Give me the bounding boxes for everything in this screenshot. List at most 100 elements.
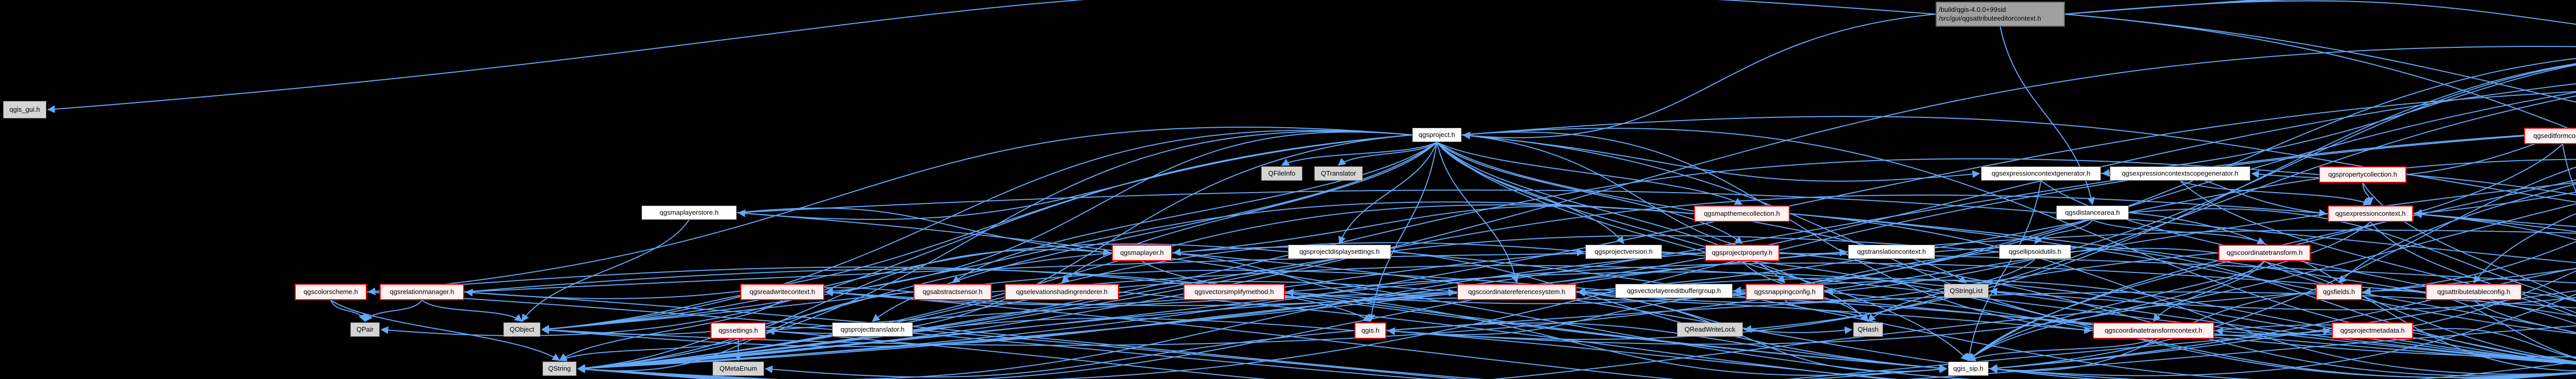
node-qgsellipsoidutils-h[interactable]: qgsellipsoidutils.h — [1999, 245, 2071, 259]
node-qgsrelationmanager-h[interactable]: qgsrelationmanager.h — [380, 284, 464, 300]
node-qgsprojectmetadata-h[interactable]: qgsprojectmetadata.h — [2332, 322, 2413, 339]
node-qfileinfo: QFileInfo — [1261, 166, 1302, 181]
include-edge — [1968, 261, 2265, 361]
include-edge — [330, 300, 366, 322]
include-edge — [2338, 183, 2576, 284]
include-edge — [577, 46, 2576, 372]
include-edge — [952, 142, 1437, 283]
include-edge — [577, 251, 1849, 379]
node-qgsdistancearea-h[interactable]: qgsdistancearea.h — [2056, 205, 2129, 220]
include-edge — [1968, 338, 2154, 361]
include-edge — [558, 338, 739, 361]
include-edge — [577, 194, 2328, 372]
include-edge — [1577, 159, 2576, 296]
include-edge — [991, 265, 2576, 365]
node-qgsproject-h[interactable]: qgsproject.h — [1412, 128, 1462, 142]
root-node-root: /build/qgis-4.0.0+99sid /src/gui/qgsattr… — [1936, 2, 2065, 27]
include-edge — [2362, 182, 2374, 205]
include-edge — [1576, 277, 2576, 364]
node-qstringlist: QStringList — [1944, 284, 1989, 298]
node-qgscoordinatereferencesystem-h[interactable]: qgscoordinatereferencesystem.h — [1457, 284, 1577, 300]
include-edge — [1989, 291, 2316, 373]
node-qgscolorscheme-h[interactable]: qgscolorscheme.h — [295, 284, 367, 300]
include-edge — [1461, 116, 2576, 203]
include-edge — [1436, 142, 1624, 245]
node-qgis-h[interactable]: qgis.h — [1354, 322, 1386, 339]
include-edge — [2413, 328, 2576, 359]
node-qgis-sip-h[interactable]: qgis_sip.h — [1948, 361, 1989, 376]
include-edge — [2521, 291, 2576, 302]
node-qgsexpressioncontextscopegenerator-h[interactable]: qgsexpressioncontextscopegenerator.h — [2110, 166, 2250, 181]
node-qgssnappingconfig-h[interactable]: qgssnappingconfig.h — [1745, 284, 1824, 300]
node-qgsprojecttranslator-h[interactable]: qgsprojecttranslator.h — [832, 322, 913, 337]
include-edge — [2035, 219, 2093, 245]
node-qgsexpressioncontext-h[interactable]: qgsexpressioncontext.h — [2328, 205, 2413, 222]
include-edge — [577, 330, 2332, 379]
node-qgsmaplayer-h[interactable]: qgsmaplayer.h — [1112, 245, 1172, 261]
include-edge — [541, 201, 1694, 333]
include-edge — [1989, 361, 2576, 379]
include-edge — [1386, 322, 1947, 372]
include-edge — [2180, 180, 2371, 205]
include-edge — [541, 130, 1413, 333]
include-edge — [2064, 0, 2287, 15]
include-edge — [1386, 330, 2576, 379]
include-edge — [1118, 291, 2576, 379]
include-edge — [577, 91, 2576, 372]
include-edge — [1965, 180, 2042, 361]
include-edge — [521, 219, 690, 322]
node-qgscoordinatetransformcontext-h[interactable]: qgscoordinatetransformcontext.h — [2093, 322, 2214, 339]
node-qgsvectorlayereditbuffergroup-h[interactable]: qgsvectorlayereditbuffergroup.h — [1615, 284, 1733, 298]
node-qgscoordinatetransform-h[interactable]: qgscoordinatetransform.h — [2218, 245, 2311, 261]
node-qgstranslationcontext-h[interactable]: qgstranslationcontext.h — [1848, 245, 1935, 259]
node-qgsmaplayerstore-h[interactable]: qgsmaplayerstore.h — [641, 205, 737, 220]
node-qgspropertycollection-h[interactable]: qgspropertycollection.h — [2319, 166, 2406, 183]
include-edge — [2473, 213, 2576, 284]
node-qgsreadwritecontext-h[interactable]: qgsreadwritecontext.h — [740, 284, 824, 300]
include-edge — [541, 243, 1289, 333]
include-edge — [2064, 13, 2576, 103]
include-edge — [2473, 300, 2576, 334]
include-edge — [1989, 290, 2576, 372]
include-edge — [577, 318, 1355, 372]
include-edge — [1462, 13, 1936, 140]
node-qgsprojectdisplaysettings-h[interactable]: qgsprojectdisplaysettings.h — [1288, 245, 1391, 259]
include-edge — [577, 131, 1413, 372]
include-edge — [1436, 142, 1743, 205]
node-qgselevationshadingrenderer-h[interactable]: qgselevationshadingrenderer.h — [1005, 284, 1119, 300]
include-edge — [765, 330, 1355, 378]
include-edge — [2179, 180, 2576, 317]
include-edge — [2363, 268, 2576, 296]
node-qgis-gui-h: qgis_gui.h — [3, 101, 46, 118]
node-qgsvectorsimplifymethod-h[interactable]: qgsvectorsimplifymethod.h — [1183, 284, 1285, 300]
node-qgsattributetableconfig-h[interactable]: qgsattributetableconfig.h — [2426, 284, 2522, 300]
node-qreadwritelock: QReadWriteLock — [1677, 322, 1743, 337]
node-qpair: QPair — [350, 322, 380, 337]
node-qgsabstractsensor-h[interactable]: qgsabstractsensor.h — [913, 284, 992, 300]
include-edge — [1367, 142, 1437, 322]
include-edge — [736, 208, 1111, 256]
node-qgsmapthemecollection-h[interactable]: qgsmapthemecollection.h — [1694, 205, 1790, 222]
include-edge — [541, 269, 1616, 333]
include-edge — [541, 182, 2576, 346]
node-qgssettings-h[interactable]: qgssettings.h — [710, 322, 766, 339]
include-edge — [1789, 213, 2576, 334]
include-edge — [1338, 142, 1437, 245]
node-qgsexpressioncontextgenerator-h[interactable]: qgsexpressioncontextgenerator.h — [1981, 166, 2101, 181]
node-qobject: QObject — [503, 322, 540, 337]
include-edge — [1281, 142, 1437, 166]
node-qtranslator: QTranslator — [1314, 166, 1363, 181]
include-edge — [1989, 294, 2576, 376]
node-qgseditformconfig-h[interactable]: qgseditformconfig.h — [2524, 128, 2576, 144]
include-edge — [2064, 0, 2262, 15]
node-qgsfields-h[interactable]: qgsfields.h — [2316, 284, 2362, 300]
include-edge — [577, 291, 914, 373]
include-edge — [1968, 221, 2371, 361]
node-qgsprojectproperty-h[interactable]: qgsprojectproperty.h — [1705, 245, 1780, 261]
node-qgsprojectversion-h[interactable]: qgsprojectversion.h — [1585, 245, 1662, 259]
include-edge — [366, 266, 1947, 372]
include-edge — [2362, 290, 2576, 358]
include-edge — [464, 252, 2576, 292]
include-edge — [577, 262, 2426, 372]
